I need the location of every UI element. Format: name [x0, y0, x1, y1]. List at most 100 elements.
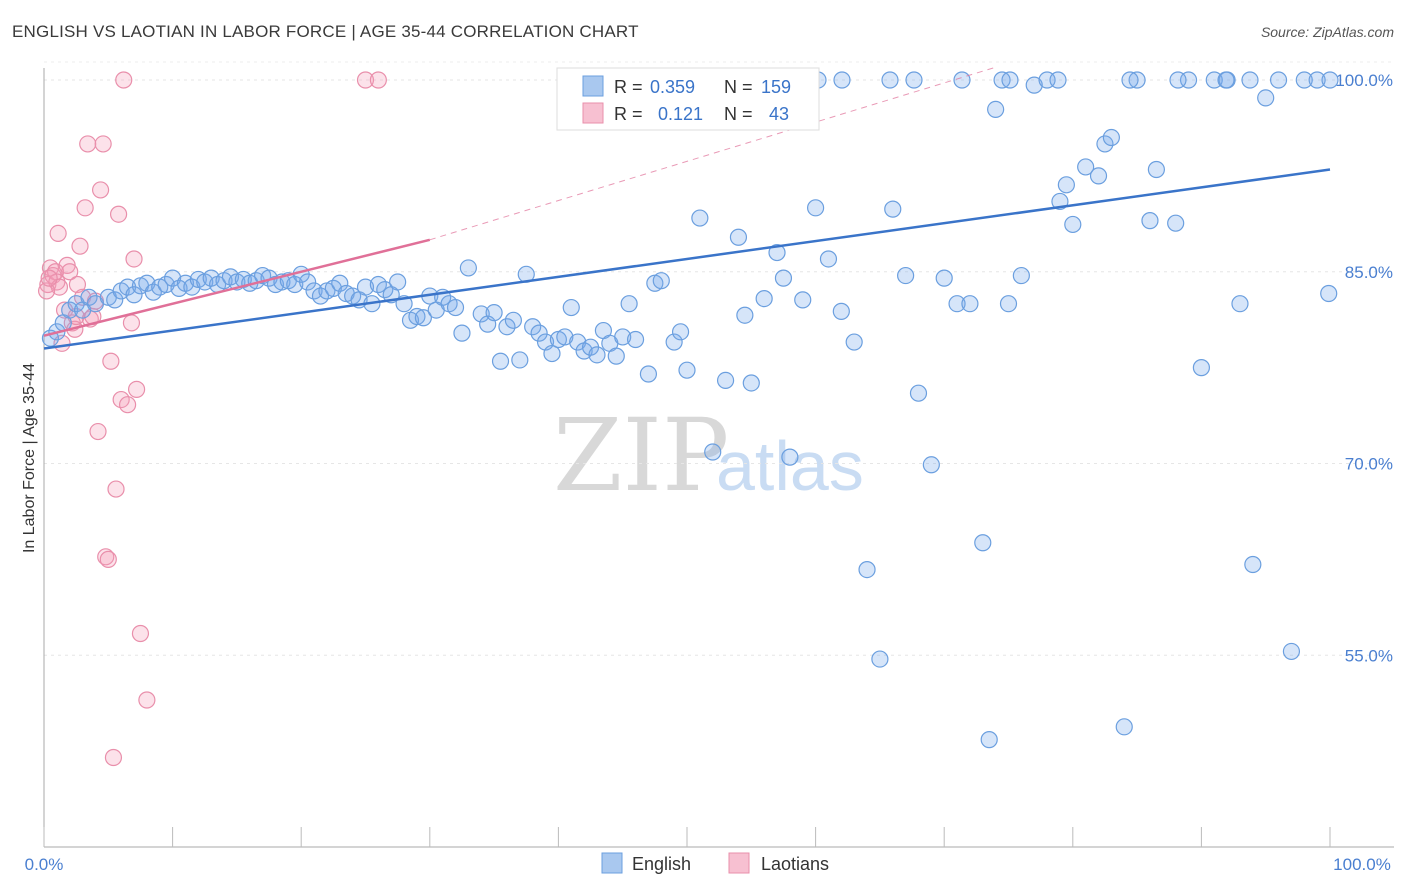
english-point-69	[498, 318, 516, 336]
english-point-161	[1169, 71, 1187, 89]
english-point-118	[948, 295, 966, 313]
legend-english-r-value: 0.359	[650, 77, 695, 97]
english-point-18	[164, 269, 182, 287]
laotian-point-34	[127, 380, 146, 398]
english-point-124	[999, 295, 1018, 313]
y-tick-label-55: 55.0%	[1345, 646, 1393, 665]
english-point-119	[961, 295, 979, 313]
legend-laotian-r-value: 0.121	[658, 104, 703, 124]
english-point-156	[905, 71, 923, 89]
english-point-114	[897, 266, 915, 285]
english-point-65	[472, 305, 490, 323]
english-point-113	[884, 200, 902, 218]
english-point-163	[1241, 71, 1259, 89]
laotian-point-37	[356, 71, 375, 89]
english-point-44	[331, 274, 349, 292]
bottom-legend-english-swatch	[601, 852, 623, 874]
english-point-117	[935, 269, 953, 287]
laotian-point-26	[104, 748, 123, 767]
legend-english-swatch	[582, 75, 604, 97]
y-tick-label-85: 85.0%	[1345, 263, 1393, 282]
english-point-76	[543, 344, 561, 363]
english-point-108	[819, 250, 838, 268]
english-point-102	[755, 289, 773, 308]
gridlines	[44, 61, 1394, 656]
english-point-57	[414, 309, 432, 327]
english-point-116	[922, 456, 940, 474]
english-point-148	[1282, 642, 1301, 661]
laotian-point-41	[49, 224, 67, 242]
y-axis-label: In Labor Force | Age 35-44	[21, 363, 38, 553]
english-point-94	[671, 323, 690, 341]
english-point-130	[1064, 215, 1082, 234]
english-point-6	[80, 288, 98, 306]
stats-legend: R = 0.359 N = 159 R = 0.121 N = 43	[556, 67, 820, 131]
english-point-157	[953, 71, 971, 89]
laotian-point-31	[118, 396, 137, 414]
english-point-24	[202, 269, 220, 287]
laotian-point-9	[61, 263, 79, 281]
watermark-atlas: atlas	[716, 427, 864, 505]
laotian-point-39	[37, 282, 56, 300]
laotian-point-40	[40, 269, 58, 287]
laotian-point-21	[91, 181, 110, 199]
english-point-135	[1115, 718, 1133, 736]
english-point-129	[1057, 176, 1075, 194]
english-point-164	[1320, 284, 1338, 303]
english-point-48	[356, 278, 375, 296]
laotian-trend-line	[43, 238, 431, 337]
laotian-point-16	[79, 135, 97, 153]
english-point-134	[1102, 128, 1120, 147]
x-tick-label-max: 100.0%	[1333, 855, 1391, 874]
english-point-106	[794, 291, 812, 309]
english-point-39	[299, 273, 317, 291]
english-point-88	[620, 295, 638, 313]
english-point-142	[1205, 71, 1223, 89]
laotian-point-33	[125, 250, 143, 268]
english-point-17	[157, 275, 175, 294]
english-point-121	[980, 731, 998, 749]
english-trend-line	[43, 168, 1331, 350]
x-ticks	[43, 827, 1331, 847]
laotian-point-36	[138, 691, 156, 709]
english-point-105	[781, 448, 799, 466]
english-point-67	[485, 304, 503, 322]
bottom-legend-laotians-label: Laotians	[761, 854, 829, 874]
y-tick-label-70: 70.0%	[1345, 455, 1393, 474]
english-point-139	[1167, 214, 1185, 232]
english-point-62	[446, 298, 465, 317]
legend-laotian-n-label: N =	[724, 104, 753, 124]
english-point-150	[1308, 71, 1326, 89]
english-point-70	[504, 311, 522, 329]
english-point-136	[1128, 71, 1146, 89]
laotian-point-22	[94, 135, 112, 153]
chart-title: ENGLISH VS LAOTIAN IN LABOR FORCE | AGE …	[12, 22, 639, 41]
english-point-154	[833, 71, 851, 89]
watermark-zip: ZIP	[553, 397, 729, 514]
english-point-80	[569, 333, 587, 351]
laotian-point-24	[99, 550, 117, 568]
english-point-14	[138, 274, 156, 292]
english-point-107	[806, 199, 825, 217]
legend-english-n-value: 159	[761, 77, 791, 97]
laotian-point-12	[68, 275, 87, 294]
english-point-111	[858, 561, 876, 579]
english-point-99	[729, 228, 748, 246]
english-point-103	[768, 243, 786, 262]
english-point-120	[974, 534, 992, 552]
english-point-93	[665, 333, 683, 351]
english-point-160	[1121, 71, 1139, 89]
series-legend: English Laotians	[601, 852, 829, 874]
english-point-101	[742, 374, 760, 392]
english-point-126	[1025, 76, 1043, 94]
english-point-131	[1077, 158, 1095, 176]
source-label: Source: ZipAtlas.com	[1260, 24, 1394, 40]
english-point-159	[1049, 71, 1067, 89]
trend-lines	[43, 66, 1331, 350]
x-tick-label-min: 0.0%	[25, 855, 64, 874]
english-point-112	[871, 650, 889, 668]
legend-laotian-swatch	[582, 102, 604, 124]
english-point-73	[524, 318, 542, 336]
english-point-141	[1192, 359, 1211, 377]
english-point-98	[716, 371, 735, 390]
